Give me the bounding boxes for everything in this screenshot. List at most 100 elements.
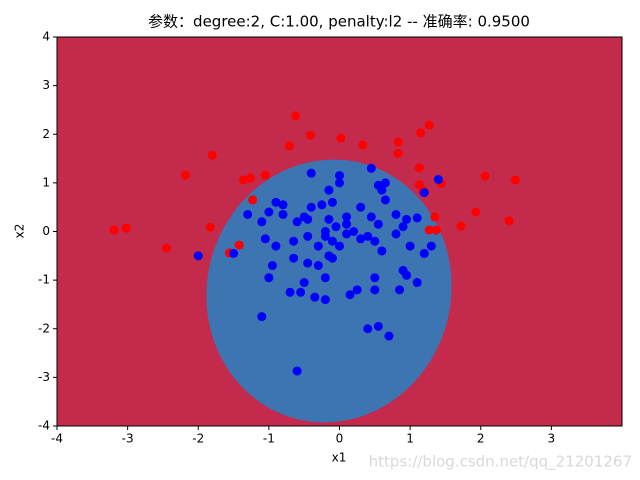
point <box>313 241 323 251</box>
point <box>366 212 376 222</box>
point <box>412 213 422 223</box>
point <box>419 188 429 198</box>
point <box>320 295 330 305</box>
point <box>207 150 217 160</box>
point <box>405 241 415 251</box>
point <box>306 168 316 178</box>
points <box>109 111 520 376</box>
x-tick-label: 3 <box>548 432 556 446</box>
point <box>395 285 405 295</box>
point <box>327 236 337 246</box>
point <box>358 140 368 150</box>
point <box>320 227 330 236</box>
point <box>352 285 362 295</box>
point <box>380 195 390 205</box>
point <box>356 202 366 212</box>
point <box>426 241 436 251</box>
y-axis-label: x2 <box>13 224 27 239</box>
point <box>373 180 383 190</box>
point <box>327 197 337 207</box>
point <box>331 222 341 232</box>
x-tick-label: -1 <box>263 432 275 446</box>
point <box>257 312 267 322</box>
point <box>356 234 366 244</box>
point <box>271 197 281 207</box>
y-tick-label: -2 <box>38 321 50 335</box>
point <box>398 222 408 232</box>
point <box>246 173 256 183</box>
point <box>335 241 344 251</box>
point <box>243 209 253 219</box>
point <box>393 148 403 158</box>
point <box>257 217 267 227</box>
y-tick-label: -3 <box>38 370 50 384</box>
point <box>336 133 346 143</box>
point <box>414 163 424 173</box>
point <box>433 174 443 184</box>
y-tick-label: 1 <box>42 175 50 189</box>
point <box>335 178 344 188</box>
chart-title: 参数：degree:2, C:1.00, penalty:l2 -- 准确率: … <box>148 13 530 31</box>
point <box>363 231 373 241</box>
x-axis-label: x1 <box>332 451 347 465</box>
point <box>391 209 401 219</box>
point <box>320 273 330 283</box>
point <box>296 287 306 297</box>
point <box>109 225 119 235</box>
point <box>289 236 299 246</box>
point <box>504 216 514 226</box>
point <box>292 217 302 227</box>
point <box>267 261 277 271</box>
y-tick-label: 0 <box>42 224 50 238</box>
point <box>416 128 426 138</box>
point <box>264 273 274 283</box>
point <box>317 200 327 210</box>
point <box>370 273 380 283</box>
point <box>260 234 270 244</box>
point <box>291 111 301 121</box>
point <box>419 248 429 258</box>
point <box>430 212 440 222</box>
y-tick-label: 3 <box>42 78 50 92</box>
point <box>373 219 383 229</box>
point <box>402 214 412 224</box>
point <box>377 246 387 256</box>
y-tick-label: -1 <box>38 273 50 287</box>
point <box>414 180 424 190</box>
point <box>303 214 313 224</box>
point <box>471 207 481 217</box>
point <box>393 137 403 147</box>
x-tick-label: 1 <box>406 432 414 446</box>
point <box>456 221 466 231</box>
point <box>342 219 352 229</box>
point <box>324 185 334 195</box>
point <box>303 258 313 268</box>
point <box>234 240 244 250</box>
point <box>431 225 441 235</box>
point <box>284 141 294 151</box>
point <box>342 229 352 239</box>
point <box>391 229 401 239</box>
point <box>278 209 288 219</box>
point <box>402 270 412 280</box>
point <box>384 331 394 341</box>
point <box>412 278 422 288</box>
point <box>161 243 171 253</box>
point <box>289 253 299 263</box>
point <box>327 253 337 263</box>
point <box>248 195 258 205</box>
point <box>510 175 520 185</box>
x-tick-label: -4 <box>51 432 63 446</box>
point <box>193 251 203 261</box>
point <box>373 321 383 331</box>
x-tick-label: 0 <box>336 432 344 446</box>
point <box>380 178 390 188</box>
point <box>299 278 309 288</box>
point <box>292 366 302 376</box>
point <box>181 170 191 180</box>
point <box>306 130 316 140</box>
point <box>278 200 288 210</box>
point <box>205 222 215 232</box>
x-tick-label: -2 <box>192 432 204 446</box>
